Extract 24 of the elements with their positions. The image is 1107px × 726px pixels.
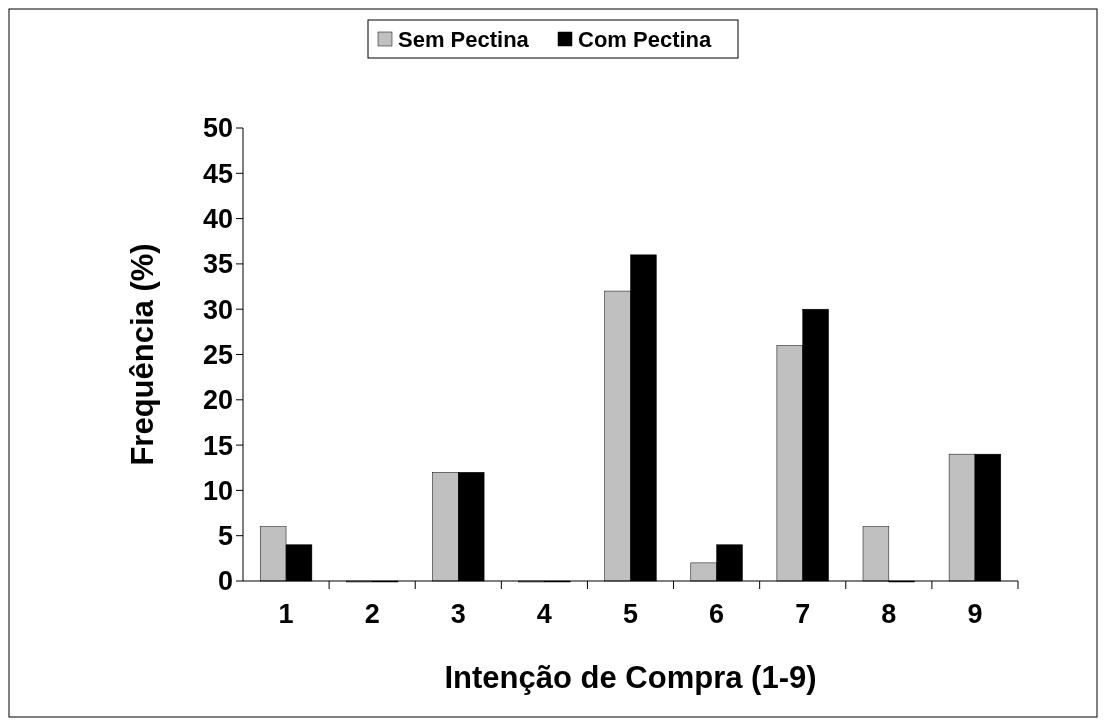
y-tick-label: 15 [202,430,233,461]
x-tick-label: 9 [967,599,983,629]
x-tick-label: 3 [450,599,466,629]
y-tick-label: 0 [217,566,233,597]
legend-label: Sem Pectina [398,26,530,52]
x-tick-label: 5 [622,599,639,629]
y-tick-label: 25 [202,339,233,370]
y-tick-label: 10 [202,475,233,506]
x-tick-label: 6 [709,599,725,629]
x-axis-title: Intenção de Compra (1-9) [444,660,817,695]
y-tick-label: 5 [217,521,233,552]
x-tick-label: 8 [881,599,897,629]
y-axis-title: Frequência (%) [125,243,160,466]
y-tick-label: 20 [202,385,233,416]
x-tick-label: 7 [795,599,811,629]
y-tick-label: 35 [202,249,233,280]
y-tick-label: 30 [202,294,233,325]
y-tick-label: 50 [202,113,233,144]
y-tick-label: 40 [202,204,233,235]
x-tick-label: 4 [536,599,552,629]
x-tick-label: 1 [278,599,294,629]
x-tick-label: 2 [364,599,380,629]
legend-label: Com Pectina [578,26,713,52]
y-tick-label: 45 [202,158,233,189]
